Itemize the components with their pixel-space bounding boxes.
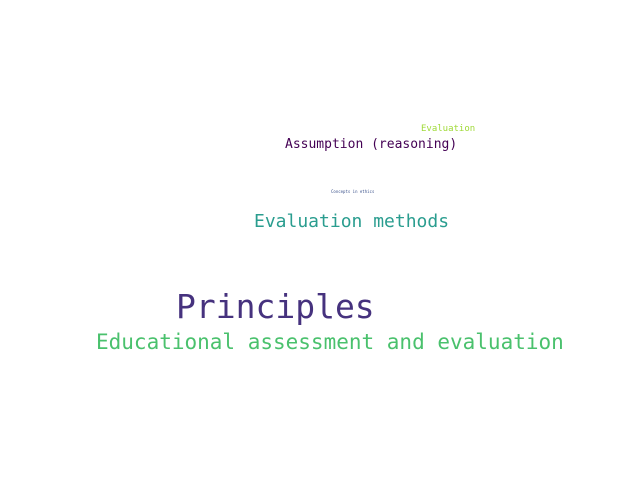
word-principles: Principles [176,287,375,326]
word-assumption-reasoning: Assumption (reasoning) [285,137,458,152]
word-concepts-in-ethics: Concepts in ethics [331,189,375,194]
word-educational-assessment-and-evaluation: Educational assessment and evaluation [96,330,564,354]
word-evaluation-methods: Evaluation methods [254,211,450,232]
word-evaluation: Evaluation [421,124,476,134]
